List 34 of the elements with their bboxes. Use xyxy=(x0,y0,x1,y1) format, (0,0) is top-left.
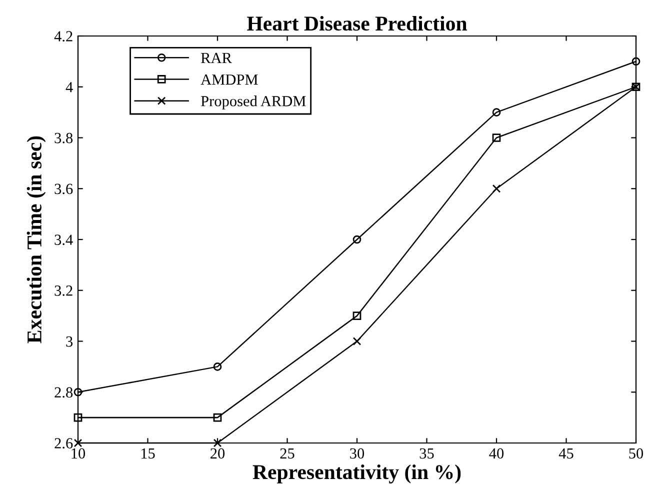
x-tick-label: 10 xyxy=(72,448,86,459)
y-tick-label: 3.6 xyxy=(54,184,73,194)
y-tick-label: 3 xyxy=(66,336,73,347)
x-tick-label: 30 xyxy=(350,448,364,459)
y-tick-label: 4.2 xyxy=(54,31,72,42)
x-tick-label: 25 xyxy=(280,448,294,459)
y-tick-label: 4 xyxy=(66,82,73,92)
point xyxy=(352,312,362,320)
chart-title: Heart Disease Prediction xyxy=(247,16,467,31)
x-tick-label: 15 xyxy=(141,448,155,459)
x-tick-label: 35 xyxy=(420,448,434,459)
y-tick-label: 3.2 xyxy=(54,286,72,296)
point xyxy=(632,57,640,66)
legend-label: Proposed ARDM xyxy=(200,96,306,110)
point xyxy=(213,362,222,371)
y-axis-title: Execution Time (in sec) xyxy=(26,136,46,344)
x-tick-label: 20 xyxy=(210,448,225,459)
y-tick-label: 2.6 xyxy=(54,438,73,449)
y-tick-label: 3.4 xyxy=(54,234,73,246)
x-tick-label: 40 xyxy=(489,448,504,459)
point xyxy=(492,108,501,116)
legend-label: AMDPM xyxy=(200,74,258,85)
point xyxy=(352,337,362,346)
x-tick-label: 45 xyxy=(558,448,574,459)
x-axis-title: Representativity (in %) xyxy=(252,464,461,484)
point xyxy=(213,413,222,422)
point xyxy=(74,413,82,422)
point xyxy=(492,134,501,142)
point xyxy=(492,184,501,193)
y-tick-label: 3.8 xyxy=(54,132,73,144)
x-tick-label: 50 xyxy=(629,448,644,459)
y-tick-label: 2.8 xyxy=(54,387,73,398)
legend-label: RAR xyxy=(200,52,232,63)
point xyxy=(352,235,362,244)
